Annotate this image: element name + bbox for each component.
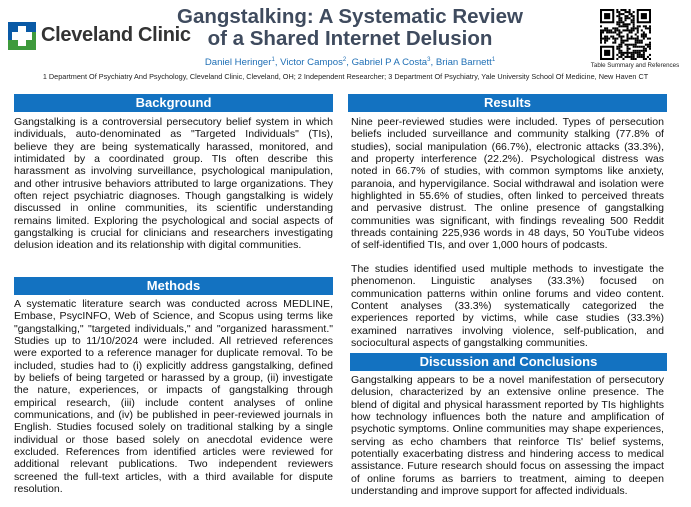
affiliation-marker: 3 [427, 57, 431, 63]
methods-text: A systematic literature search was condu… [14, 298, 333, 496]
qr-caption: Table Summary and References [590, 62, 680, 69]
affiliation-marker: 2 [342, 57, 347, 63]
methods-heading: Methods [14, 277, 333, 295]
author: Brian Barnett [435, 57, 492, 69]
logo-text: Cleveland Clinic [41, 24, 191, 46]
author: Victor Campos [280, 57, 343, 69]
discussion-heading: Discussion and Conclusions [350, 353, 667, 371]
title-line-2: of a Shared Internet Delusion [207, 27, 493, 50]
title-line-1: Gangstalking: A Systematic Review [177, 5, 523, 28]
poster-title: Gangstalking: A Systematic Review of a S… [150, 6, 550, 50]
discussion-text: Gangstalking appears to be a novel manif… [351, 374, 664, 498]
qr-code-icon[interactable] [600, 9, 651, 60]
author: Gabriel P A Costa [351, 57, 428, 69]
affiliation-marker: 1 [491, 57, 496, 63]
author-list: Daniel Heringer1, Victor Campos2, Gabrie… [204, 57, 496, 69]
results-text-1: Nine peer-reviewed studies were included… [351, 116, 664, 252]
results-heading: Results [348, 94, 667, 112]
logo [8, 22, 36, 50]
author: Daniel Heringer [204, 57, 272, 69]
results-text-2: The studies identified used multiple met… [351, 263, 664, 350]
cleveland-clinic-emblem-icon [8, 22, 36, 50]
affiliation-marker: 1 [271, 57, 275, 63]
affiliations: 1 Department Of Psychiatry And Psycholog… [42, 72, 649, 81]
background-heading: Background [14, 94, 333, 112]
background-text: Gangstalking is a controversial persecut… [14, 116, 333, 252]
